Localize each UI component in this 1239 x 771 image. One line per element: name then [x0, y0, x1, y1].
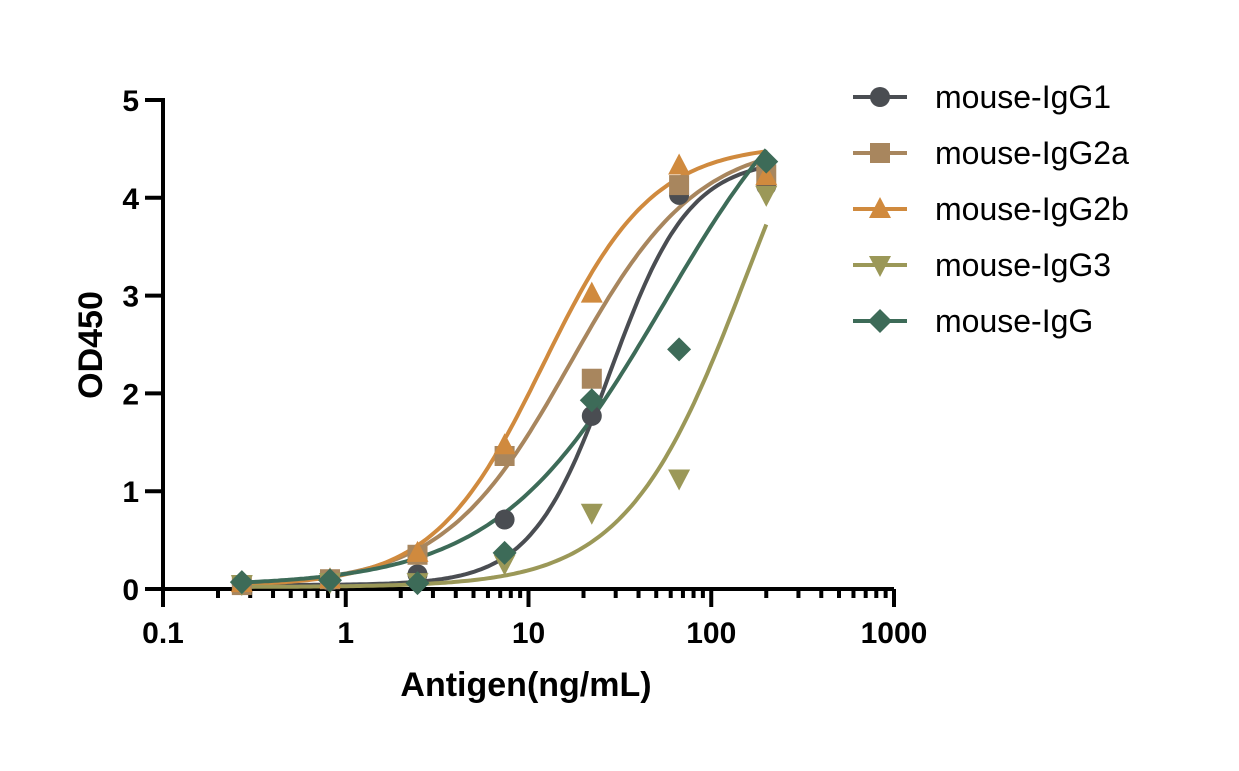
- legend-entry-mouse-IgG3: mouse-IgG3: [853, 247, 1111, 283]
- data-point-mouse-IgG: [579, 388, 604, 413]
- data-point-mouse-IgG: [229, 570, 254, 595]
- y-tick-label: 3: [122, 281, 139, 314]
- data-point-mouse-IgG: [405, 571, 430, 596]
- legend-marker: [870, 143, 890, 163]
- data-point-mouse-IgG: [492, 540, 517, 565]
- y-ticks: 0 1 2 3 4 5: [122, 85, 163, 607]
- y-axis-title: OD450: [72, 291, 110, 399]
- legend-label: mouse-IgG2a: [935, 135, 1129, 171]
- data-point-mouse-IgG2b: [406, 540, 429, 562]
- x-tick-label: 10: [512, 617, 545, 650]
- data-point-mouse-IgG3: [580, 503, 603, 525]
- legend-marker: [870, 87, 890, 107]
- legend-marker: [868, 309, 892, 333]
- y-tick-label: 1: [122, 476, 139, 509]
- legend-marker: [869, 256, 891, 277]
- legend-entry-mouse-IgG2b: mouse-IgG2b: [853, 191, 1129, 227]
- data-point-mouse-IgG: [754, 149, 779, 174]
- data-point-mouse-IgG1: [494, 509, 515, 530]
- data-point-mouse-IgG3: [493, 554, 516, 576]
- data-point-mouse-IgG2b: [668, 153, 691, 175]
- axes: [161, 98, 894, 591]
- legend-label: mouse-IgG: [935, 303, 1093, 339]
- x-tick-label: 0.1: [142, 617, 184, 650]
- data-point-mouse-IgG1: [581, 405, 602, 426]
- data-point-mouse-IgG: [317, 568, 342, 593]
- legend-entry-mouse-IgG: mouse-IgG: [853, 303, 1093, 339]
- legend: mouse-IgG1 mouse-IgG2a mouse-IgG2b mouse-Ig…: [853, 79, 1129, 339]
- y-tick-label: 2: [122, 378, 139, 411]
- data-markers: [229, 149, 779, 597]
- x-axis-title: Antigen(ng/mL): [400, 666, 651, 704]
- data-point-mouse-IgG2b: [580, 281, 603, 303]
- data-point-mouse-IgG: [667, 337, 692, 362]
- x-tick-label: 100: [686, 617, 736, 650]
- data-point-mouse-IgG2a: [581, 368, 602, 389]
- y-tick-label: 5: [122, 85, 139, 118]
- data-point-mouse-IgG2b: [493, 433, 516, 455]
- x-tick-label: 1: [337, 617, 354, 650]
- legend-label: mouse-IgG2b: [935, 191, 1129, 227]
- x-ticks: 0.1 1 10 100 1000: [142, 589, 927, 650]
- y-tick-label: 0: [122, 574, 139, 607]
- legend-entry-mouse-IgG1: mouse-IgG1: [853, 79, 1111, 115]
- x-tick-label: 1000: [861, 617, 928, 650]
- legend-entry-mouse-IgG2a: mouse-IgG2a: [853, 135, 1129, 171]
- data-point-mouse-IgG2b: [755, 164, 778, 186]
- data-point-mouse-IgG2a: [669, 175, 690, 196]
- legend-label: mouse-IgG3: [935, 247, 1111, 283]
- y-tick-label: 4: [122, 183, 139, 216]
- legend-marker: [869, 197, 891, 218]
- legend-label: mouse-IgG1: [935, 79, 1111, 115]
- data-point-mouse-IgG3: [755, 185, 778, 207]
- data-point-mouse-IgG3: [668, 469, 691, 491]
- fit-curve-mouse-IgG3: [241, 223, 769, 589]
